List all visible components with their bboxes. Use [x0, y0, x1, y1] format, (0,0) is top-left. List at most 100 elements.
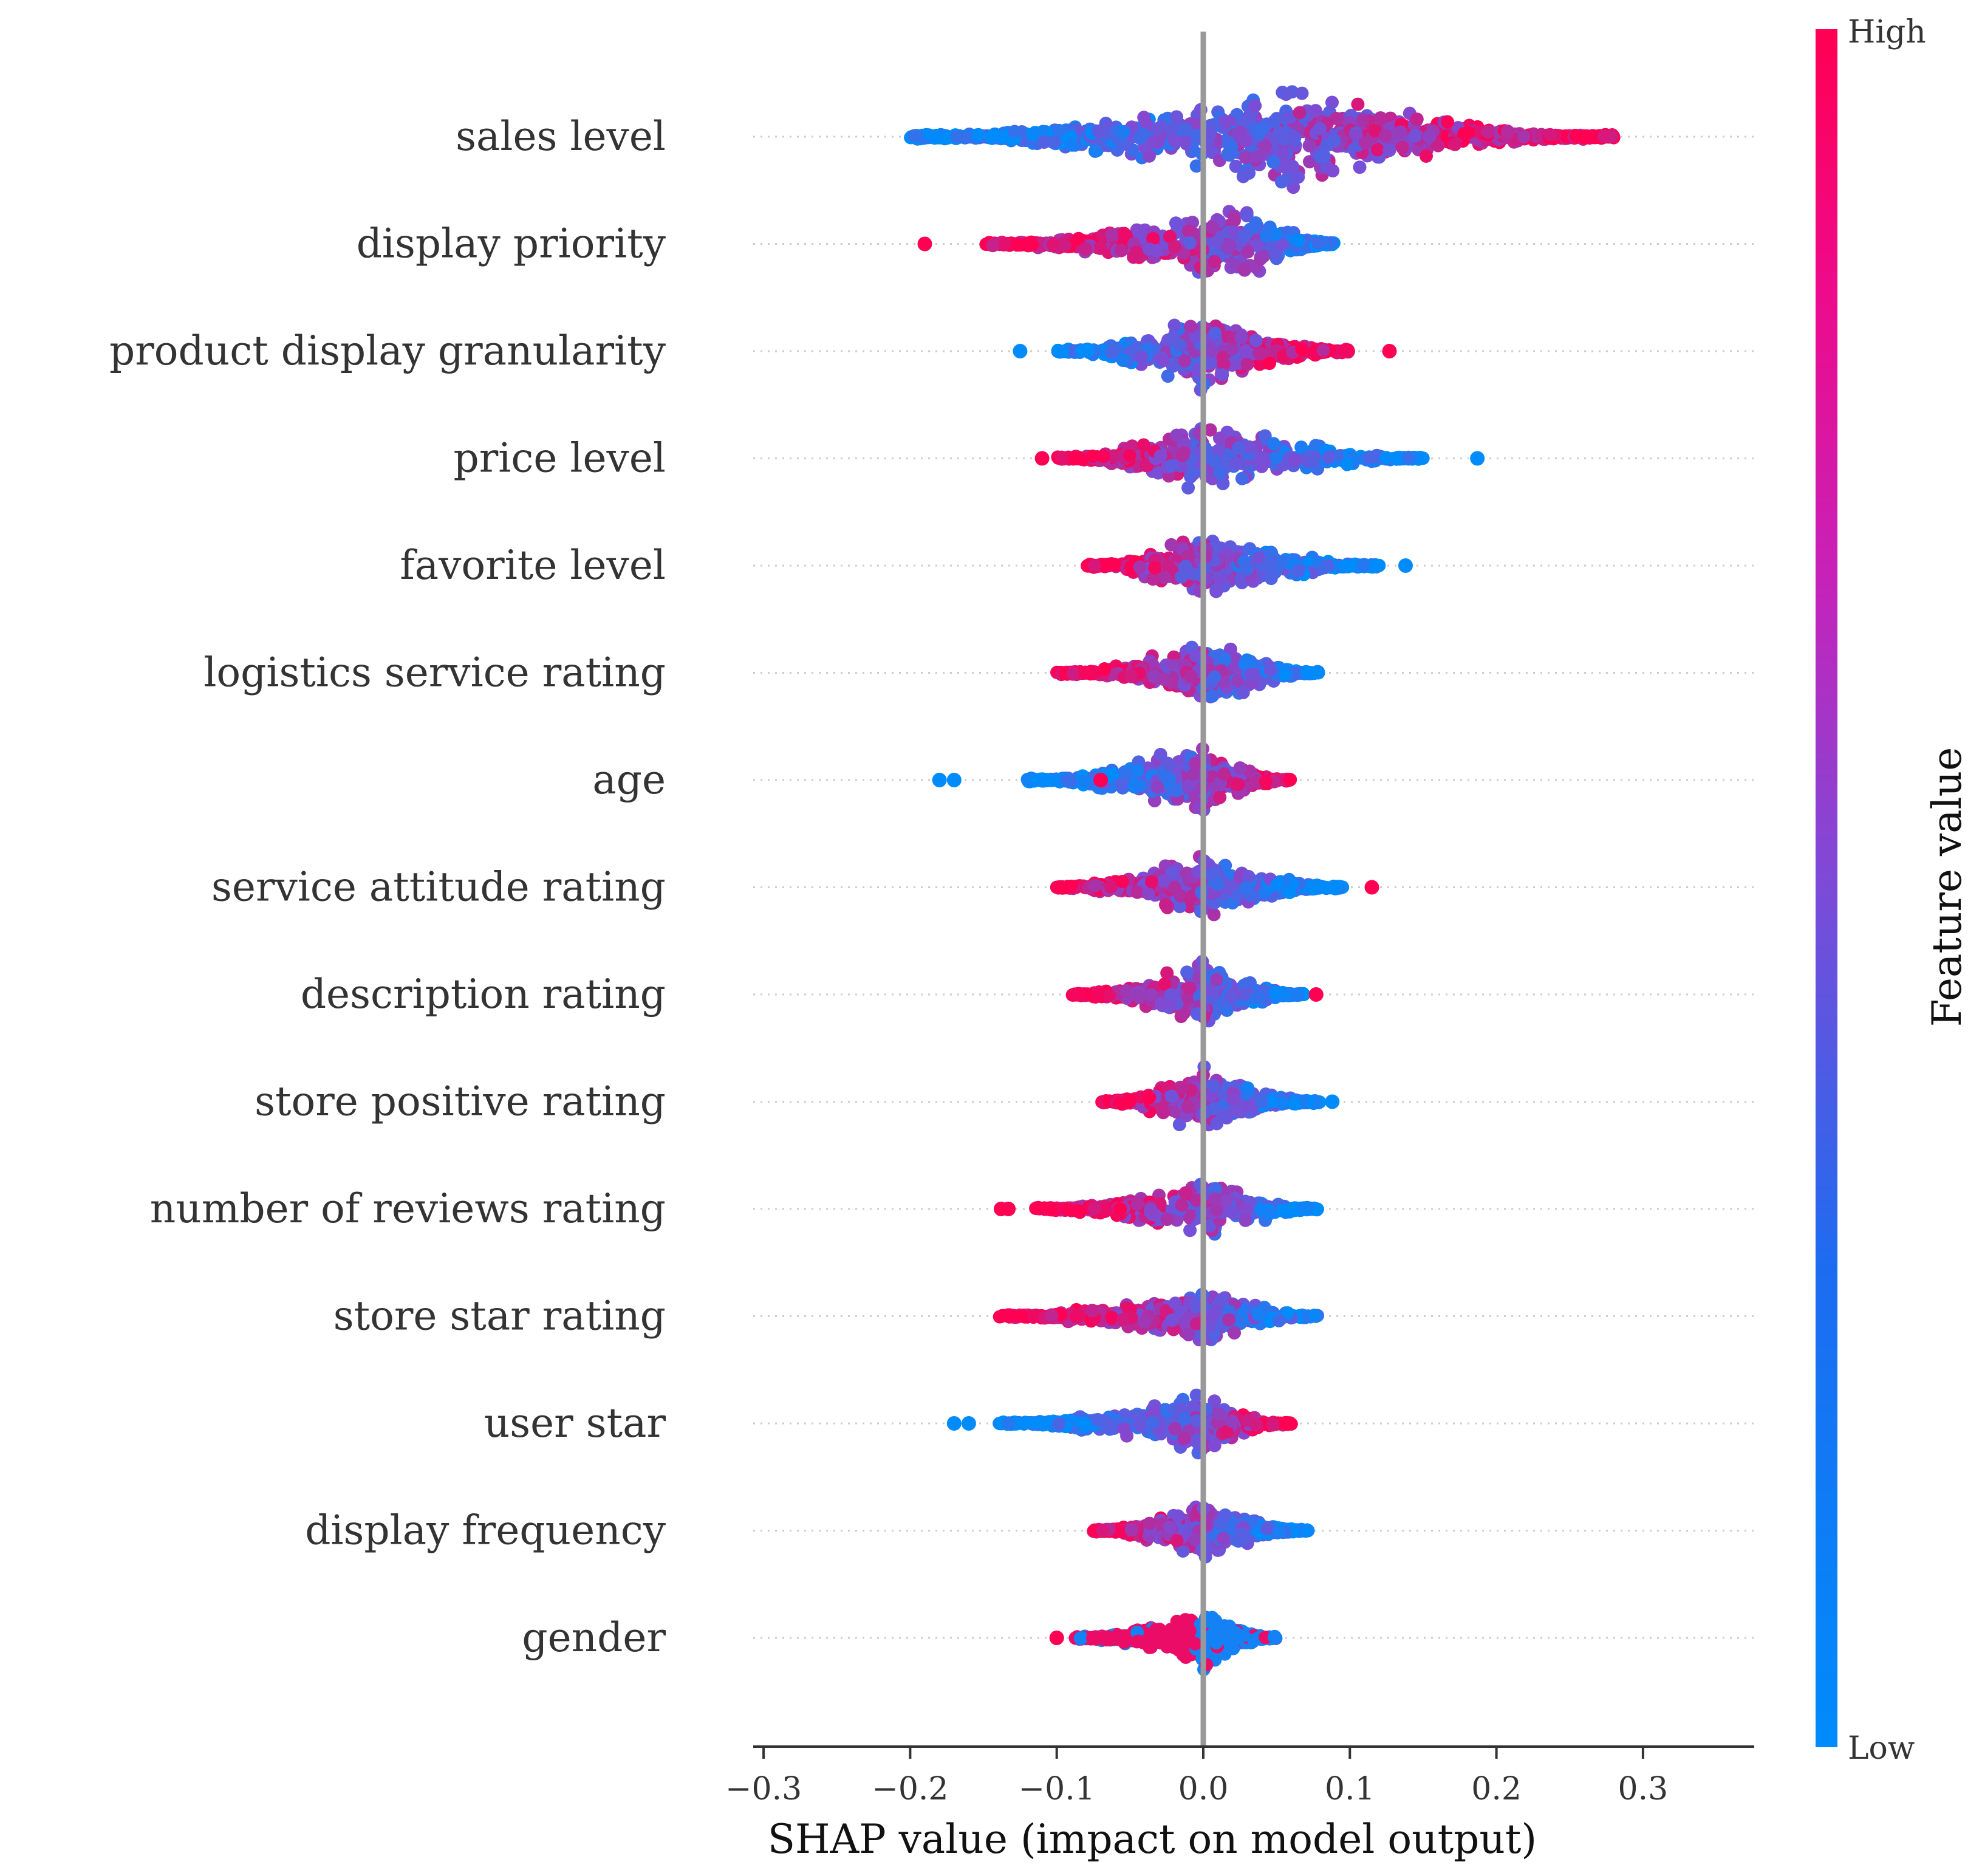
shap-point	[1276, 86, 1290, 100]
shap-point	[1164, 988, 1178, 1002]
shap-point	[1231, 128, 1245, 142]
shap-point	[1162, 560, 1175, 573]
shap-point	[1225, 140, 1239, 154]
shap-point	[1431, 139, 1445, 152]
shap-point	[1223, 239, 1237, 253]
shap-point	[1183, 1224, 1197, 1238]
shap-point	[1448, 137, 1462, 151]
shap-point	[1208, 454, 1222, 468]
shap-point	[1177, 446, 1191, 460]
shap-point	[1132, 779, 1146, 793]
shap-point	[1229, 159, 1243, 173]
shap-point	[1096, 450, 1110, 464]
shap-point	[1078, 665, 1092, 679]
shap-point	[1203, 357, 1217, 371]
shap-point	[1249, 775, 1263, 789]
feature-row-points	[1095, 1060, 1340, 1132]
shap-point	[1161, 369, 1175, 383]
shap-point	[1206, 1079, 1220, 1093]
shap-point	[1279, 668, 1293, 682]
shap-point	[946, 773, 962, 787]
shap-point	[1338, 343, 1352, 357]
shap-point	[1150, 244, 1164, 258]
shap-point	[1150, 780, 1164, 794]
shap-point	[1213, 790, 1227, 804]
shap-point	[1130, 885, 1144, 899]
shap-point	[1177, 1006, 1191, 1020]
shap-point	[1228, 658, 1242, 672]
shap-point	[1211, 877, 1225, 891]
shap-point	[1240, 562, 1254, 576]
shap-point	[1107, 449, 1121, 463]
shap-point	[1252, 551, 1266, 565]
shap-point	[1116, 354, 1130, 368]
shap-point	[1170, 428, 1184, 442]
shap-point	[1184, 669, 1198, 683]
shap-point	[1158, 977, 1172, 991]
shap-point	[1306, 454, 1320, 468]
shap-point	[1570, 129, 1584, 143]
shap-point	[1217, 767, 1231, 781]
shap-point	[1129, 245, 1143, 259]
shap-point	[1379, 451, 1393, 465]
shap-point	[1255, 123, 1269, 137]
shap-point	[1351, 97, 1365, 111]
shap-point	[1047, 238, 1060, 252]
shap-point	[1239, 151, 1252, 165]
shap-point	[1363, 451, 1377, 465]
shap-point	[1218, 652, 1232, 666]
data-points	[904, 85, 1621, 1676]
shap-point	[1598, 129, 1611, 143]
shap-point	[1132, 225, 1146, 239]
shap-point	[1324, 236, 1338, 250]
shap-point	[1349, 128, 1363, 142]
shap-point	[1008, 125, 1022, 139]
shap-point	[1133, 131, 1147, 145]
shap-point	[1234, 330, 1248, 344]
shap-point	[1183, 981, 1197, 995]
shap-point	[1303, 155, 1316, 169]
shap-point	[1316, 343, 1330, 357]
shap-point	[1052, 123, 1066, 137]
shap-point	[1240, 208, 1254, 222]
shap-point	[1306, 882, 1320, 896]
shap-point	[1178, 134, 1192, 148]
shap-point	[1240, 357, 1254, 371]
shap-point	[1186, 768, 1200, 782]
shap-point	[1311, 236, 1325, 250]
shap-point	[1212, 431, 1226, 445]
shap-point	[1232, 441, 1246, 455]
shap-point	[1068, 987, 1082, 1001]
shap-point	[1288, 1097, 1302, 1111]
shap-point	[1257, 455, 1271, 469]
shap-point	[1282, 886, 1296, 900]
shap-point	[1151, 122, 1165, 135]
shap-point	[1130, 764, 1144, 778]
shap-point	[1173, 338, 1187, 352]
shap-point	[1136, 438, 1150, 452]
shap-point	[1249, 216, 1263, 230]
shap-point	[1088, 558, 1101, 572]
shap-point	[1288, 453, 1302, 467]
shap-point	[922, 128, 936, 142]
shap-point	[1208, 235, 1222, 248]
shap-point	[1322, 450, 1336, 464]
shap-point	[1058, 238, 1071, 252]
shap-point	[1249, 334, 1263, 347]
shap-point	[1327, 134, 1341, 148]
shap-point	[1030, 773, 1044, 787]
shap-point	[1517, 130, 1531, 143]
shap-point	[1164, 538, 1178, 552]
shap-point	[1098, 662, 1112, 676]
shap-point	[1102, 988, 1116, 1002]
shap-point	[1158, 770, 1172, 784]
shap-point	[1037, 135, 1051, 149]
shap-point	[1115, 778, 1129, 792]
shap-point	[1370, 559, 1384, 573]
shap-point	[1501, 125, 1515, 138]
shap-point	[998, 237, 1012, 250]
shap-point	[1141, 887, 1155, 901]
shap-point	[1295, 86, 1309, 100]
shap-point	[1143, 1090, 1157, 1104]
shap-point	[1276, 148, 1290, 162]
